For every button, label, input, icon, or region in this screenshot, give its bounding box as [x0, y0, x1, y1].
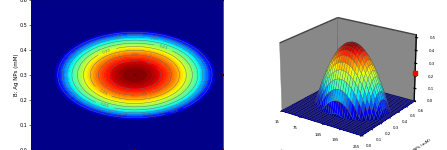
- Text: 0.30: 0.30: [102, 48, 112, 55]
- Text: 0.20: 0.20: [100, 102, 110, 109]
- Y-axis label: B: Ag NPs (mM): B: Ag NPs (mM): [402, 138, 431, 150]
- Text: 0.40: 0.40: [139, 92, 148, 97]
- Text: 0.15: 0.15: [149, 36, 159, 42]
- Text: 0.05: 0.05: [169, 108, 179, 115]
- Text: 0.35: 0.35: [98, 88, 108, 96]
- Text: 0.25: 0.25: [158, 44, 169, 51]
- Text: 0.10: 0.10: [113, 33, 122, 39]
- Text: 0.45: 0.45: [143, 59, 153, 66]
- Y-axis label: B: Ag NPs (mM): B: Ag NPs (mM): [14, 54, 19, 96]
